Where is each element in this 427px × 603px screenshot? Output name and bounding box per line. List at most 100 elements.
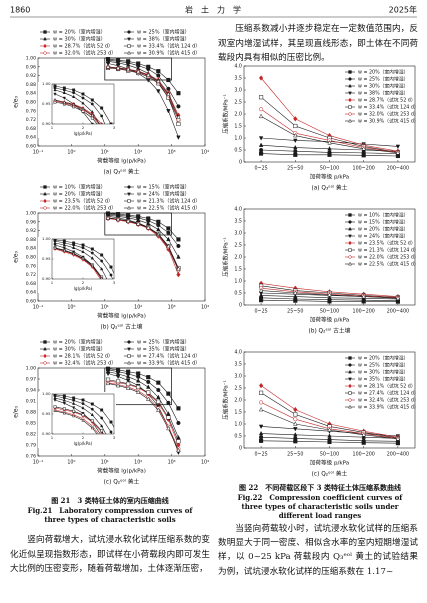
y-tick-label: 0.76 [26, 108, 36, 114]
year: 2025年 [389, 5, 417, 15]
series-line [54, 87, 106, 124]
data-point [146, 225, 151, 230]
series-line [107, 63, 179, 138]
inset-plot [53, 394, 114, 459]
y-tick-label: 0 [239, 446, 242, 452]
y-tick-label: 1.0 [234, 422, 242, 428]
data-point [293, 132, 298, 138]
series-line [54, 410, 98, 434]
data-point [293, 412, 298, 417]
data-point [293, 152, 298, 157]
legend-label: w = 20%（室内增湿） [53, 29, 106, 36]
y-tick-label: 3.5 [234, 219, 242, 225]
y-tick-label: 3.0 [234, 374, 242, 380]
data-point [259, 147, 264, 153]
y-tick-label: 0.88 [26, 82, 36, 88]
legend-label: w = 10%（室内增湿） [53, 184, 106, 191]
y-tick-label: 0 [239, 160, 242, 166]
inset-x-label: lg(p/kPa) [74, 131, 93, 136]
inset-y-tick-label: 0.95 [42, 411, 51, 416]
x-tick-label: 10⁴ [201, 150, 209, 156]
data-point [72, 88, 76, 92]
legend-label: w = 22.0%（试坑 253 d） [358, 254, 419, 261]
data-point [127, 347, 131, 352]
data-point [62, 401, 66, 406]
data-point [293, 406, 298, 413]
inset-x-tick-label: 2 [82, 125, 85, 130]
data-point [348, 83, 352, 88]
data-point [348, 356, 352, 360]
inset-x-tick-label: 3 [113, 435, 116, 440]
y-axis-label: e/e₀ [13, 406, 20, 418]
y-tick-label: 0.72 [26, 117, 36, 123]
legend-label: w = 20%（室内增湿） [358, 355, 408, 362]
data-point [293, 432, 298, 437]
data-point [156, 226, 161, 232]
series-line [54, 395, 113, 434]
data-point [361, 146, 366, 151]
legend-label: w = 28.1%（试坑 52 d） [53, 353, 113, 360]
legend-label: w = 32.0%（试坑 253 d） [53, 50, 116, 57]
data-point [166, 415, 171, 420]
data-point [110, 457, 112, 459]
y-tick-label: 0.80 [26, 255, 36, 261]
data-point [293, 417, 298, 422]
y-tick-label: 4.0 [234, 64, 242, 70]
data-point [136, 374, 141, 379]
data-point [105, 380, 111, 386]
legend-label: w = 30%（室内增湿） [358, 369, 408, 376]
data-point [110, 448, 112, 451]
series-line [54, 397, 107, 434]
data-point [293, 144, 298, 150]
data-point [115, 374, 121, 380]
data-point [81, 406, 85, 410]
legend-label: w = 21.3%（试坑 124 d） [358, 247, 419, 254]
data-point [348, 398, 352, 402]
data-point [361, 432, 366, 437]
y-tick-label: 3.5 [234, 362, 242, 368]
y-tick-label: 0.91 [26, 399, 36, 405]
data-point [176, 135, 181, 140]
data-point [115, 65, 121, 70]
data-point [395, 144, 401, 150]
y-axis-label: 压缩系数/MPa⁻¹ [222, 237, 230, 276]
y-tick-label: 1.5 [234, 267, 242, 273]
legend-label: w = 21.3%（试坑 124 d） [137, 198, 200, 205]
data-point [166, 226, 171, 231]
data-point [43, 361, 47, 365]
data-point [293, 116, 298, 122]
x-tick-label: 10⁴ [201, 460, 209, 466]
x-tick-label: 10⁰ [67, 305, 75, 311]
data-point [125, 378, 131, 384]
y-tick-label: 0.96 [26, 219, 36, 225]
series-line [54, 99, 102, 124]
data-point [127, 50, 131, 55]
data-point [258, 142, 264, 147]
inset-y-tick-label: 1.00 [42, 236, 51, 241]
data-point [72, 91, 76, 95]
x-tick-label: 10⁰ [67, 150, 75, 156]
data-point [259, 438, 264, 443]
y-tick-label: 0.76 [26, 263, 36, 269]
series-line [54, 394, 114, 428]
data-point [110, 151, 112, 153]
data-point [53, 88, 57, 92]
data-point [110, 457, 112, 459]
data-point [90, 98, 94, 102]
data-point [43, 185, 47, 189]
data-point [81, 256, 85, 260]
legend-label: w = 32.0%（试坑 253 d） [358, 111, 419, 118]
legend-label: w = 38%（室内增湿） [358, 90, 408, 97]
data-point [146, 66, 151, 72]
y-tick-label: 0.72 [26, 272, 36, 278]
y-tick-label: 0.82 [26, 432, 36, 438]
data-point [43, 340, 47, 344]
data-point [176, 91, 181, 96]
inset-x-label: lg(p/kPa) [74, 441, 93, 446]
data-point [348, 383, 352, 389]
inset-y-tick-label: 1.00 [42, 391, 51, 396]
legend-label: w = 30%（室内增湿） [53, 36, 106, 43]
x-axis-label: 加荷等级 p/kPa [310, 316, 349, 324]
data-point [361, 434, 366, 439]
data-point [166, 109, 171, 114]
